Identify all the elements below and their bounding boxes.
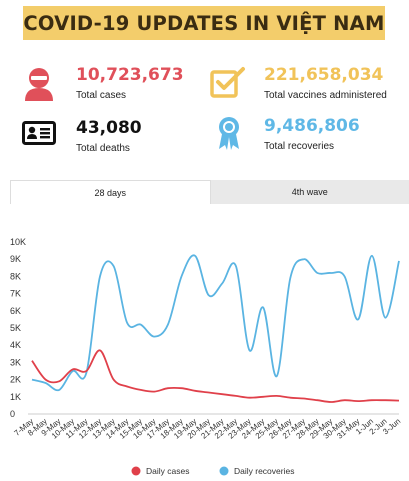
total-vaccines-value: 221,658,034 <box>264 65 384 85</box>
y-tick-label: 8K <box>10 271 21 281</box>
checkbox-icon <box>210 67 245 98</box>
id-card-icon <box>22 121 56 145</box>
stat-total-vaccines: 221,658,034 Total vaccines administered <box>264 65 387 102</box>
total-vaccines-label: Total vaccines administered <box>264 90 387 101</box>
page-title: COVID-19 UPDATES IN VIỆT NAM <box>23 11 385 35</box>
y-tick-label: 10K <box>10 237 26 247</box>
stat-total-deaths: 43,080 Total deaths <box>76 118 142 155</box>
y-tick-label: 1K <box>10 392 21 402</box>
total-deaths-label: Total deaths <box>76 143 130 154</box>
y-tick-label: 0 <box>10 409 15 419</box>
y-tick-label: 2K <box>10 375 21 385</box>
person-icon <box>25 68 53 101</box>
total-recoveries-label: Total recoveries <box>264 141 335 152</box>
y-tick-label: 5K <box>10 323 21 333</box>
total-cases-label: Total cases <box>76 90 127 101</box>
line-chart: 01K2K3K4K5K6K7K8K9K10K7-May8-May9-May10-… <box>10 237 402 476</box>
stat-total-cases: 10,723,673 Total cases <box>76 65 184 102</box>
daily-cases-legend-marker <box>131 466 141 476</box>
tab-4th-wave[interactable]: 4th wave <box>210 180 409 204</box>
y-tick-label: 7K <box>10 289 21 299</box>
y-tick-label: 3K <box>10 357 21 367</box>
chart-tabs: 28 days 4th wave <box>10 180 409 204</box>
y-tick-label: 9K <box>10 254 21 264</box>
total-cases-value: 10,723,673 <box>76 65 184 85</box>
y-tick-label: 4K <box>10 340 21 350</box>
total-recoveries-value: 9,486,806 <box>264 116 360 136</box>
total-deaths-value: 43,080 <box>76 118 142 138</box>
daily-recoveries-line <box>31 254 400 392</box>
award-badge-icon <box>219 117 239 150</box>
daily-cases-legend-label: Daily cases <box>146 466 189 476</box>
daily-recoveries-legend-label: Daily recoveries <box>234 466 294 476</box>
tab-28-days[interactable]: 28 days <box>10 180 211 204</box>
daily-recoveries-legend-marker <box>219 466 229 476</box>
y-tick-label: 6K <box>10 306 21 316</box>
stat-total-recoveries: 9,486,806 Total recoveries <box>264 116 360 153</box>
title-banner: COVID-19 UPDATES IN VIỆT NAM <box>23 6 385 40</box>
daily-cases-line <box>31 349 400 403</box>
